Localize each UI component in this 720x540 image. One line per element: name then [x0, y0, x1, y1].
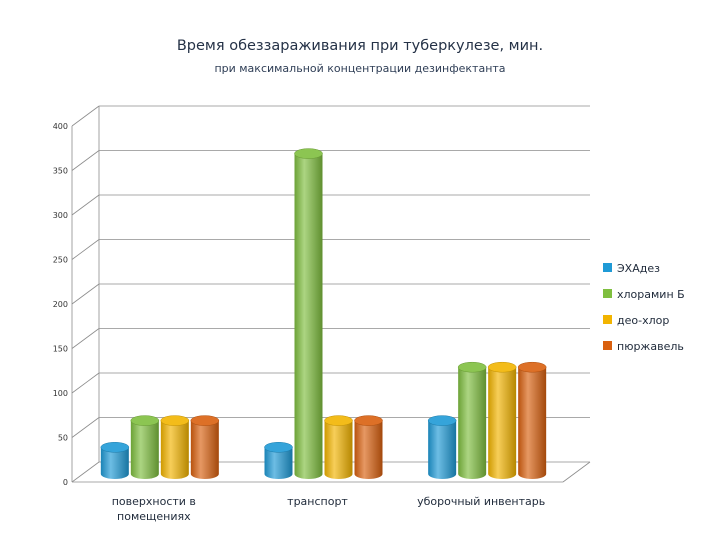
y-tick-label: 50: [58, 434, 68, 443]
legend-swatch: [603, 315, 612, 324]
chart-title: Время обеззараживания при туберкулезе, м…: [176, 38, 544, 54]
bar: [190, 415, 220, 479]
bar-body: [190, 420, 219, 479]
bar: [264, 442, 293, 479]
y-tick-label: 200: [53, 300, 68, 309]
bar: [354, 415, 383, 479]
bar-body: [518, 367, 547, 479]
bar-top: [190, 415, 220, 426]
legend: ЭХАдез хлорамин Б део-хлор пюржавель: [603, 262, 685, 353]
labels: 0 50 100 150 200 250 300 350 400 поверхности в пом…: [53, 122, 546, 523]
bar: [100, 442, 130, 479]
y-tick-label: 100: [53, 389, 68, 398]
y-tick-label: 0: [63, 478, 68, 487]
x-category-label: помещениях: [117, 510, 191, 523]
y-tick-label: 150: [53, 345, 68, 354]
x-category-label: уборочный инвентарь: [417, 495, 545, 508]
bar: [294, 148, 323, 479]
bar-body: [100, 447, 129, 479]
bar-body: [488, 367, 517, 480]
grid-side-line: [71, 150, 100, 171]
bar-top: [324, 415, 353, 426]
y-tick-label: 350: [53, 167, 68, 176]
legend-label: хлорамин Б: [617, 288, 685, 301]
grid-side-line: [71, 461, 100, 483]
bar-body: [160, 420, 189, 479]
bar-top: [100, 442, 130, 453]
bar-body: [130, 420, 159, 479]
grid-side-line: [71, 239, 100, 260]
axes: [71, 106, 591, 483]
legend-swatch: [603, 289, 612, 298]
bar: [517, 361, 547, 479]
grid-side-line: [71, 105, 100, 127]
bar-body: [354, 420, 383, 479]
chart-subtitle: при максимальной концентрации дезинфекта…: [214, 62, 506, 75]
floor-edge-line: [562, 461, 591, 483]
bar-top: [294, 148, 323, 159]
bar: [130, 415, 160, 479]
bar-top: [264, 442, 293, 453]
bar-body: [294, 153, 323, 479]
legend-label: пюржавель: [617, 340, 684, 353]
bar-top: [487, 361, 517, 373]
grid-side-line: [71, 417, 100, 438]
grid-side-line: [71, 328, 100, 349]
legend-label: део-хлор: [617, 314, 669, 327]
bar-body: [264, 447, 293, 479]
x-category-label: поверхности в: [112, 495, 196, 508]
grid-side-line: [71, 283, 100, 305]
bar: [160, 415, 190, 479]
bar-top: [354, 415, 383, 426]
grid-side-line: [71, 194, 100, 216]
bar: [427, 415, 457, 479]
y-tick-label: 300: [53, 211, 68, 220]
bar-body: [428, 420, 457, 479]
x-category-label: транспорт: [287, 495, 348, 508]
bar: [324, 415, 353, 479]
bar: [457, 361, 487, 479]
bar-top: [160, 415, 190, 426]
bar: [487, 361, 517, 480]
bars: [100, 148, 547, 480]
y-tick-label: 250: [53, 256, 68, 265]
bar-body: [324, 420, 353, 479]
bar-top: [130, 415, 160, 426]
legend-swatch: [603, 263, 612, 272]
bar-top: [457, 361, 487, 373]
y-tick-label: 400: [53, 122, 68, 131]
legend-label: ЭХАдез: [617, 262, 660, 275]
bar-top: [427, 415, 457, 426]
bar-body: [458, 367, 487, 479]
grid-side-line: [71, 372, 100, 394]
bar-top: [517, 361, 547, 373]
legend-swatch: [603, 341, 612, 350]
